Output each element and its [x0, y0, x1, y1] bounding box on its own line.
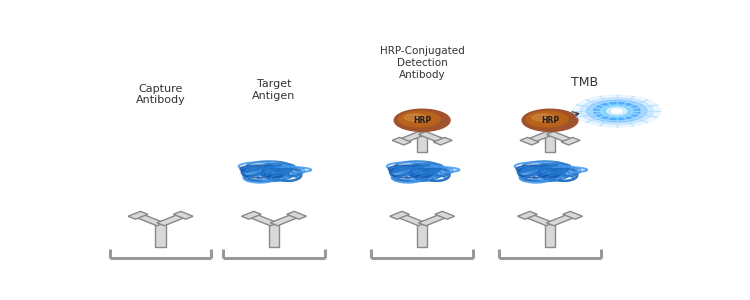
Ellipse shape: [526, 111, 568, 127]
Polygon shape: [526, 131, 554, 143]
Ellipse shape: [532, 114, 554, 121]
Ellipse shape: [594, 103, 640, 120]
Polygon shape: [390, 212, 410, 219]
Bar: [417, 133, 428, 152]
Polygon shape: [173, 212, 193, 219]
Ellipse shape: [601, 105, 633, 117]
Polygon shape: [392, 137, 411, 145]
Text: HRP: HRP: [413, 116, 431, 125]
Bar: [544, 224, 555, 248]
Ellipse shape: [398, 111, 440, 127]
Ellipse shape: [580, 98, 653, 124]
Polygon shape: [561, 137, 580, 145]
Ellipse shape: [607, 107, 627, 115]
Polygon shape: [396, 214, 426, 226]
Bar: [544, 133, 555, 152]
Polygon shape: [398, 131, 426, 143]
Polygon shape: [157, 214, 187, 226]
Bar: [417, 224, 428, 248]
Bar: [268, 224, 279, 248]
Ellipse shape: [404, 114, 426, 121]
Ellipse shape: [573, 95, 661, 127]
Polygon shape: [286, 212, 307, 219]
Text: HRP-Conjugated
Detection
Antibody: HRP-Conjugated Detection Antibody: [380, 46, 464, 80]
Text: HRP: HRP: [541, 116, 559, 125]
Circle shape: [522, 109, 578, 131]
Polygon shape: [562, 212, 583, 219]
Polygon shape: [128, 212, 148, 219]
Polygon shape: [433, 137, 452, 145]
Circle shape: [394, 109, 450, 131]
Polygon shape: [435, 212, 454, 219]
Polygon shape: [546, 131, 574, 143]
Polygon shape: [419, 131, 446, 143]
Polygon shape: [518, 212, 537, 219]
Ellipse shape: [586, 100, 647, 122]
Text: TMB: TMB: [572, 76, 598, 89]
Polygon shape: [419, 214, 448, 226]
Polygon shape: [524, 214, 554, 226]
Polygon shape: [248, 214, 278, 226]
Polygon shape: [134, 214, 164, 226]
Polygon shape: [546, 214, 576, 226]
Ellipse shape: [612, 109, 622, 113]
Bar: [155, 224, 166, 248]
Text: Target
Antigen: Target Antigen: [252, 79, 296, 101]
Polygon shape: [242, 212, 261, 219]
Polygon shape: [270, 214, 300, 226]
Polygon shape: [520, 137, 539, 145]
Text: Capture
Antibody: Capture Antibody: [136, 84, 185, 105]
